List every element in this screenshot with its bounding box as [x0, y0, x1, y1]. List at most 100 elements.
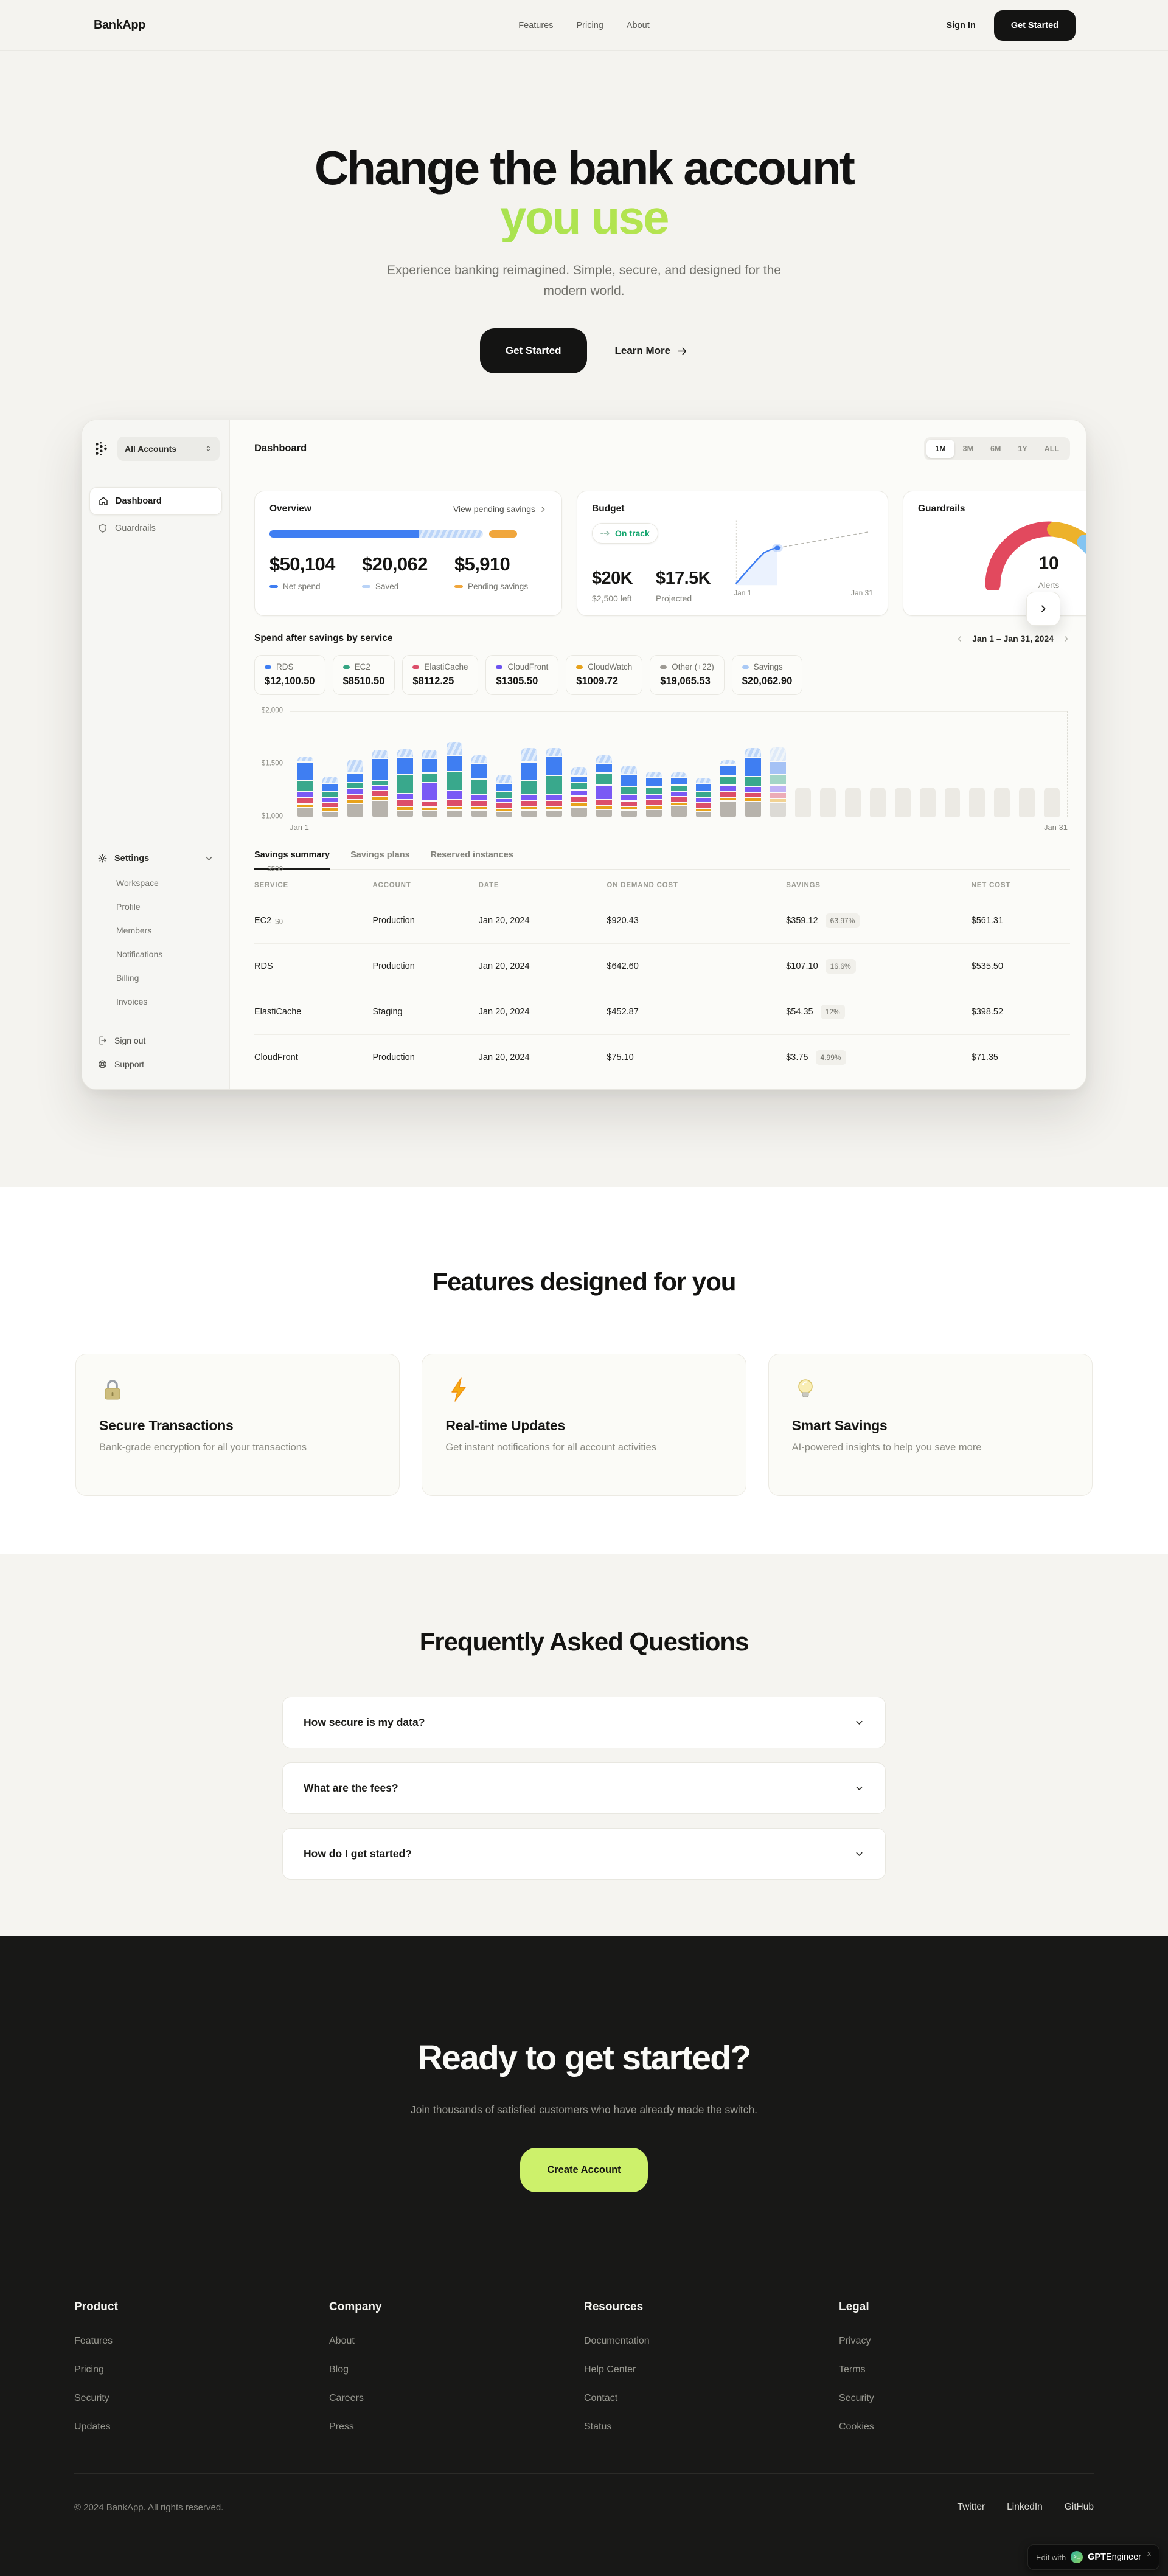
faq-item-1[interactable]: How secure is my data?	[282, 1697, 886, 1749]
badge-close-icon[interactable]: x	[1147, 2549, 1151, 2558]
range-button-1m[interactable]: 1M	[926, 439, 954, 458]
faq-item-3[interactable]: How do I get started?	[282, 1828, 886, 1880]
chevron-right-icon[interactable]	[1062, 635, 1070, 643]
footer-link-documentation[interactable]: Documentation	[584, 2336, 650, 2347]
segment-rds	[645, 778, 662, 787]
range-button-1y[interactable]: 1Y	[1009, 440, 1035, 458]
settings-subitem-workspace[interactable]: Workspace	[116, 878, 159, 888]
segment-cloudwatch	[372, 797, 388, 800]
footer-link-terms[interactable]: Terms	[839, 2364, 866, 2375]
footer-link-pricing[interactable]: Pricing	[74, 2364, 104, 2375]
social-link-twitter[interactable]: Twitter	[957, 2502, 985, 2513]
settings-subitem-members[interactable]: Members	[116, 925, 152, 935]
segment-cloudwatch	[745, 798, 762, 801]
bar-day-22	[820, 787, 836, 817]
segment-cloudwatch	[571, 803, 587, 807]
learn-more-link[interactable]: Learn More	[615, 345, 689, 357]
create-account-button[interactable]: Create Account	[520, 2148, 648, 2193]
nav-link-features[interactable]: Features	[518, 20, 554, 30]
account-selector[interactable]: All Accounts	[117, 436, 220, 461]
footer-link-security[interactable]: Security	[74, 2393, 109, 2404]
segment-cloudfront	[745, 787, 762, 792]
footer-link-press[interactable]: Press	[329, 2422, 354, 2432]
segment-savings	[521, 748, 538, 762]
chip-color-dot	[742, 665, 749, 669]
settings-subitem-billing[interactable]: Billing	[116, 972, 139, 983]
footer-link-about[interactable]: About	[329, 2336, 355, 2347]
carousel-next-button[interactable]	[1026, 592, 1060, 626]
view-pending-savings-link[interactable]: View pending savings	[453, 504, 547, 514]
get-started-button[interactable]: Get Started	[993, 10, 1076, 41]
footer-link-help-center[interactable]: Help Center	[584, 2364, 636, 2375]
service-chip-savings[interactable]: Savings $20,062.90	[731, 655, 803, 696]
sidebar-item-support[interactable]: Support	[89, 1052, 222, 1076]
chip-name: Other (+22)	[672, 662, 714, 672]
range-button-6m[interactable]: 6M	[982, 440, 1009, 458]
gpt-engineer-icon: >_	[1071, 2551, 1083, 2563]
table-row-ec2[interactable]: EC2 Production Jan 20, 2024 $920.43 $359.12 6…	[254, 898, 1070, 944]
service-chip-rds[interactable]: RDS $12,100.50	[254, 655, 325, 696]
segment-other	[297, 808, 313, 817]
budget-stat-caption: $2,500 left	[592, 594, 632, 604]
footer-link-cookies[interactable]: Cookies	[839, 2422, 874, 2432]
settings-subitem-notifications[interactable]: Notifications	[116, 949, 163, 959]
cell-net-cost: $561.31	[971, 898, 1070, 944]
faq-item-2[interactable]: What are the fees?	[282, 1762, 886, 1815]
gridline: $2,000	[262, 707, 1067, 715]
settings-subitem-profile[interactable]: Profile	[116, 901, 141, 912]
footer-link-blog[interactable]: Blog	[329, 2364, 349, 2375]
gpt-engineer-badge[interactable]: Edit with >_ GPTEngineer x	[1027, 2544, 1159, 2570]
settings-subitem-invoices[interactable]: Invoices	[116, 996, 148, 1006]
hero-subtitle: Experience banking reimagined. Simple, s…	[387, 263, 781, 299]
footer-link-updates[interactable]: Updates	[74, 2422, 111, 2432]
segment-cloudfront	[720, 786, 737, 791]
service-chip-elasticache[interactable]: ElastiCache $8112.25	[402, 655, 479, 696]
footer-link-status[interactable]: Status	[584, 2422, 612, 2432]
copyright: © 2024 BankApp. All rights reserved.	[74, 2502, 224, 2513]
chevron-left-icon[interactable]	[956, 635, 964, 643]
feature-title: Smart Savings	[791, 1418, 888, 1434]
footer-column-company: Company About Blog Careers Press	[329, 2301, 584, 2450]
footer-link-contact[interactable]: Contact	[584, 2393, 618, 2404]
bar-day-14	[620, 766, 637, 817]
arrow-right-icon	[678, 347, 687, 355]
segment-rds	[347, 774, 363, 782]
social-link-github[interactable]: GitHub	[1064, 2502, 1094, 2513]
sidebar-item-settings[interactable]: Settings	[89, 846, 222, 871]
chip-color-dot	[342, 665, 350, 669]
segment-placeholder	[894, 787, 911, 817]
social-link-linkedin[interactable]: LinkedIn	[1007, 2502, 1043, 2513]
footer-link-privacy[interactable]: Privacy	[839, 2336, 871, 2347]
tab-reserved-instances[interactable]: Reserved instances	[430, 850, 513, 860]
footer-link-features[interactable]: Features	[74, 2336, 113, 2347]
nav-link-pricing[interactable]: Pricing	[576, 20, 603, 30]
segment-elasticache	[645, 800, 662, 806]
range-button-all[interactable]: ALL	[1036, 440, 1068, 458]
footer-link-careers[interactable]: Careers	[329, 2393, 364, 2404]
hero-get-started-button[interactable]: Get Started	[479, 328, 587, 374]
segment-cloudwatch	[322, 808, 338, 811]
bar-day-10	[521, 748, 538, 817]
service-chip-cloudwatch[interactable]: CloudWatch $1009.72	[566, 655, 643, 696]
trend-dashes-icon	[600, 531, 610, 536]
segment-other	[670, 806, 687, 817]
sign-in-link[interactable]: Sign In	[946, 20, 976, 30]
table-row-rds[interactable]: RDS Production Jan 20, 2024 $642.60 $107.10 1…	[254, 943, 1070, 989]
sidebar-item-sign-out[interactable]: Sign out	[89, 1028, 222, 1052]
service-chip-cloudfront[interactable]: CloudFront $1305.50	[485, 655, 559, 696]
nav-link-about[interactable]: About	[626, 20, 650, 30]
sidebar-item-dashboard[interactable]: Dashboard	[89, 487, 222, 516]
service-chip-ec2[interactable]: EC2 $8510.50	[332, 655, 395, 696]
cell-date: Jan 20, 2024	[478, 943, 607, 989]
segment-ec2	[297, 781, 313, 791]
tab-savings-summary[interactable]: Savings summary	[254, 850, 330, 870]
bar-day-13	[596, 755, 612, 817]
service-chip-other-22-[interactable]: Other (+22) $19,065.53	[650, 655, 725, 696]
overview-progress-bar	[269, 530, 547, 538]
tab-savings-plans[interactable]: Savings plans	[350, 850, 410, 860]
table-row-cloudfront[interactable]: CloudFront Production Jan 20, 2024 $75.10 $3…	[254, 1034, 1070, 1081]
footer-link-security[interactable]: Security	[839, 2393, 874, 2404]
table-row-elasticache[interactable]: ElastiCache Staging Jan 20, 2024 $452.87 $54…	[254, 989, 1070, 1035]
sidebar-item-guardrails[interactable]: Guardrails	[89, 515, 222, 542]
range-button-3m[interactable]: 3M	[954, 440, 982, 458]
